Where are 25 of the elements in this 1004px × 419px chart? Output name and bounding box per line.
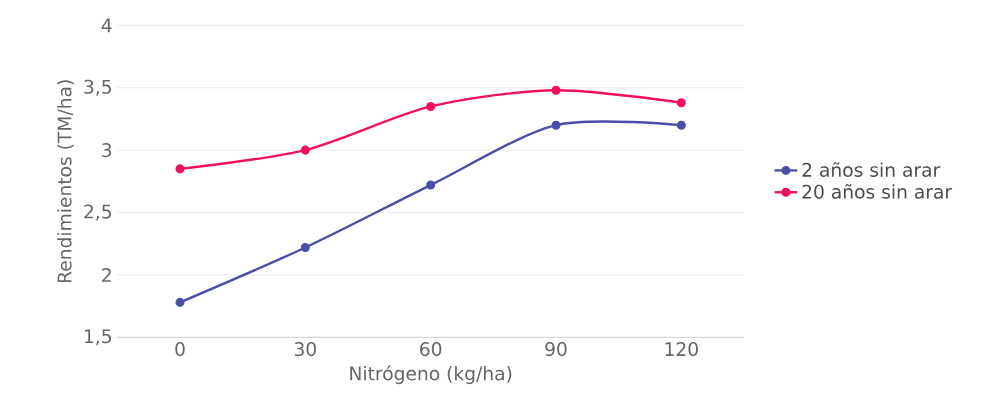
legend-label: 20 años sin arar (802, 184, 953, 199)
point (175, 298, 185, 308)
y-tick-label: 3,5 (84, 79, 111, 96)
x-tick-label: 60 (420, 342, 442, 357)
x-tick-label: 90 (545, 342, 567, 357)
point (175, 164, 185, 174)
point (676, 98, 686, 108)
y-tick-label: 1,5 (85, 329, 111, 346)
x-axis-title: Nitrógeno (kg/ha) (350, 365, 512, 385)
y-tick-label: 4 (101, 18, 112, 33)
y-tick-label: 3 (102, 143, 112, 158)
x-tick-label: 0 (175, 342, 185, 357)
point (676, 120, 686, 130)
y-tick-label: 2,5 (84, 204, 111, 221)
point (551, 85, 561, 95)
y-axis-title: Rendimientos (TM/ha) (57, 80, 74, 283)
legend-label: 2 años sin arar (802, 162, 941, 178)
x-tick-label: 120 (665, 342, 698, 357)
point (426, 180, 436, 190)
point (426, 102, 436, 112)
x-tick-label: 30 (294, 342, 316, 357)
point (300, 243, 310, 253)
point (551, 120, 561, 130)
point (300, 145, 310, 155)
y-tick-label: 2 (102, 268, 111, 283)
